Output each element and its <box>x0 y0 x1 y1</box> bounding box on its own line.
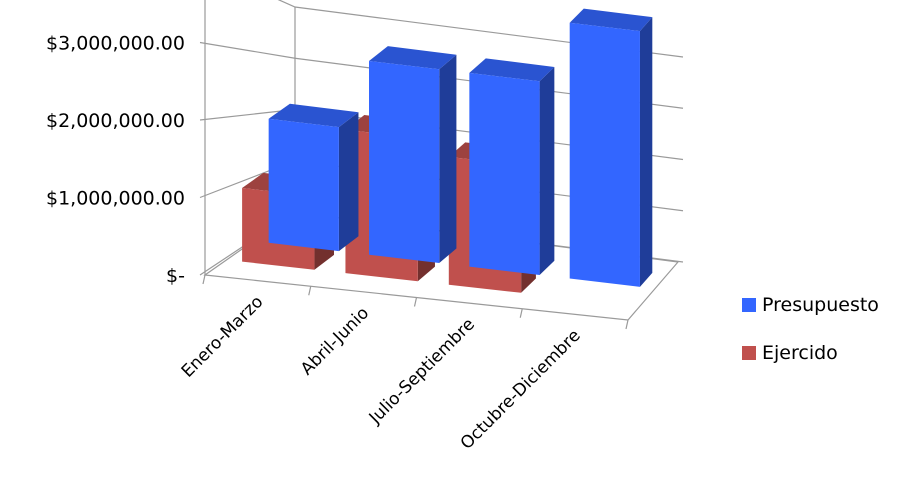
bar-front <box>369 60 440 264</box>
x-tick-mark <box>308 286 312 296</box>
bar-side <box>639 17 653 287</box>
x-tick-mark <box>413 297 418 307</box>
legend-label-ejercido: Ejercido <box>762 342 838 364</box>
bar-front <box>569 22 640 287</box>
category-label: Octubre-Diciembre <box>457 326 585 454</box>
legend-swatch-presupuesto <box>742 298 756 312</box>
bar-top <box>469 58 555 82</box>
y-tick-label: $- <box>166 265 185 287</box>
legend-label-presupuesto: Presupuesto <box>762 294 879 316</box>
bar-front <box>469 72 540 275</box>
bar-top <box>369 46 457 70</box>
legend-swatch-ejercido <box>742 346 756 360</box>
bar-presupuesto-1 <box>369 46 457 264</box>
bar-side <box>338 112 359 252</box>
bar-side <box>539 66 555 275</box>
y-axis-tick-labels: $- $1,000,000.00 $2,000,000.00 $3,000,000.0… <box>46 33 185 288</box>
y-tick-label: $1,000,000.00 <box>46 188 185 210</box>
bar-top <box>569 8 653 32</box>
x-tick-mark <box>519 308 523 318</box>
bar-top <box>268 103 359 128</box>
bars <box>242 8 653 293</box>
legend-item-presupuesto: Presupuesto <box>742 290 897 320</box>
category-label: Abril-Junio <box>297 303 373 379</box>
y-tick-label: $2,000,000.00 <box>46 110 185 132</box>
legend-item-ejercido: Ejercido <box>742 338 897 368</box>
x-tick-mark <box>202 274 206 285</box>
category-label: Julio-Septiembre <box>365 315 479 429</box>
bar-presupuesto-2 <box>469 58 555 275</box>
y-tick-label: $3,000,000.00 <box>46 33 185 55</box>
bar-presupuesto-0 <box>268 103 359 252</box>
category-labels: Enero-Marzo Abril-JunioJulio-SeptiembreOc… <box>178 292 585 454</box>
category-label: Enero-Marzo <box>178 292 268 382</box>
bar-side <box>439 54 457 264</box>
x-tick-mark <box>625 319 629 330</box>
legend: Presupuesto Ejercido <box>742 290 897 386</box>
bar-front <box>268 118 339 252</box>
bar-presupuesto-3 <box>569 8 653 287</box>
